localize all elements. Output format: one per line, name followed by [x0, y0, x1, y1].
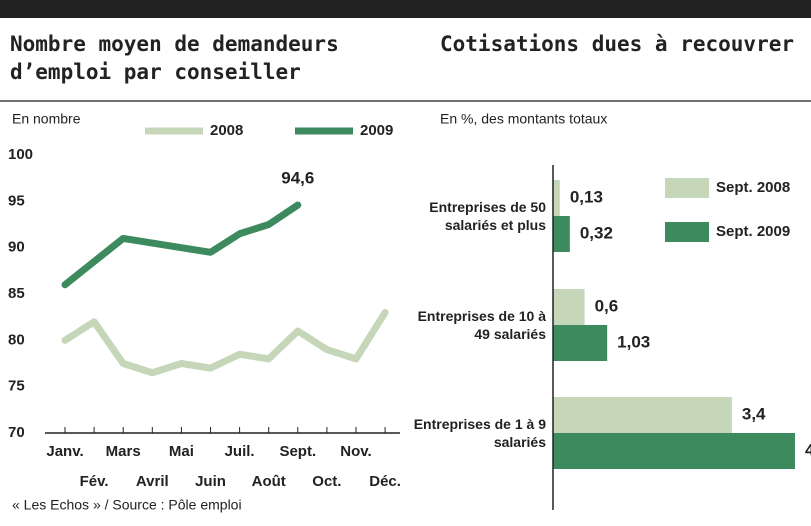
- y-tick-label: 90: [8, 239, 25, 256]
- category-label: Entreprises de 1 à 9 salariés: [413, 416, 546, 450]
- legend-swatch: [665, 178, 709, 198]
- legend-label: 2008: [210, 122, 243, 139]
- category-box: Entreprises de 10 à 49 salariés: [417, 308, 546, 342]
- line-series: [61, 201, 302, 289]
- x-tick-label: Mai: [169, 443, 194, 460]
- y-tick-label: 75: [8, 378, 25, 395]
- data-label: 3,4: [742, 404, 766, 423]
- bar: [553, 325, 608, 361]
- data-label: 1,03: [617, 332, 650, 351]
- data-label: 0,13: [570, 187, 603, 206]
- data-label: 0,6: [595, 296, 619, 315]
- x-tick-label: Avril: [136, 473, 169, 490]
- data-label: 0,32: [580, 223, 613, 242]
- y-tick-label: 100: [8, 146, 33, 163]
- x-tick-label: Fév.: [80, 473, 109, 490]
- legend-label: 2009: [360, 122, 393, 139]
- bar: [553, 433, 795, 469]
- legend-swatch: [665, 222, 709, 242]
- legend-label: Sept. 2009: [716, 223, 790, 240]
- bar: [553, 397, 732, 433]
- y-tick-label: 85: [8, 285, 25, 302]
- y-tick-label: 70: [8, 424, 25, 441]
- subtitle: En nombre: [12, 111, 81, 127]
- bar: [553, 289, 585, 325]
- x-tick-label: Nov.: [340, 443, 371, 460]
- category-box: Entreprises de 50 salariés et plus: [429, 199, 546, 233]
- chart-title-box: Nombre moyen de demandeurs d’emploi par …: [10, 32, 339, 84]
- x-tick-label: Oct.: [312, 473, 341, 490]
- data-label: 4,6: [805, 440, 811, 459]
- category-box: Entreprises de 1 à 9 salariés: [413, 416, 546, 450]
- category-label: Entreprises de 10 à 49 salariés: [417, 308, 546, 342]
- x-tick-label: Août: [252, 473, 286, 490]
- top-bar: [0, 0, 811, 18]
- bar: [553, 216, 570, 252]
- x-tick-label: Sept.: [279, 443, 316, 460]
- data-label: 94,6: [281, 169, 314, 188]
- y-tick-label: 95: [8, 192, 25, 209]
- line-series: [61, 309, 389, 377]
- chart-title: Cotisations dues à recouvrer: [440, 32, 795, 56]
- x-tick-label: Juil.: [225, 443, 255, 460]
- x-tick-label: Déc.: [369, 473, 401, 490]
- legend-label: Sept. 2008: [716, 179, 790, 196]
- category-label: Entreprises de 50 salariés et plus: [429, 199, 546, 233]
- subtitle: En %, des montants totaux: [440, 111, 607, 127]
- x-tick-label: Juin: [195, 473, 226, 490]
- y-tick-label: 80: [8, 331, 25, 348]
- chart-title: Nombre moyen de demandeurs d’emploi par …: [10, 32, 339, 84]
- source: « Les Echos » / Source : Pôle emploi: [12, 497, 242, 513]
- bar: [553, 180, 560, 216]
- x-tick-label: Janv.: [46, 443, 83, 460]
- x-tick-label: Mars: [106, 443, 141, 460]
- chart-title-box: Cotisations dues à recouvrer: [440, 32, 795, 56]
